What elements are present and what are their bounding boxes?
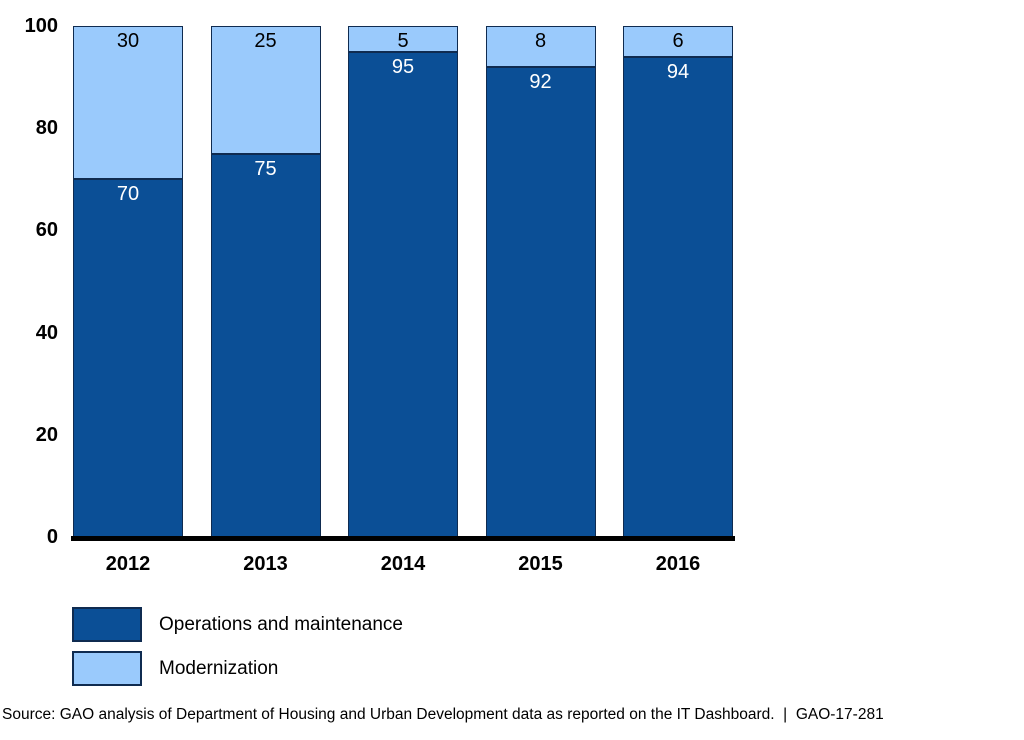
bar-value-label: 94	[666, 60, 690, 83]
legend: Operations and maintenance Modernization	[72, 607, 403, 695]
y-axis-tick-label: 20	[35, 423, 58, 446]
bar-segment-modernization: 30	[73, 26, 183, 180]
bar-segment-operations-and-maintenance: 95	[348, 51, 458, 537]
legend-entry: Modernization	[72, 651, 403, 686]
bar-value-label: 95	[391, 55, 415, 78]
y-axis-tick-label: 100	[24, 15, 58, 37]
x-axis-category-label: 2012	[105, 553, 151, 575]
y-axis-tick-label: 40	[35, 321, 58, 344]
bar-value-label: 25	[254, 30, 277, 52]
bar-value-label: 30	[116, 30, 140, 52]
bar-segment-operations-and-maintenance: 94	[623, 56, 733, 537]
bar-segment-operations-and-maintenance: 75	[210, 153, 321, 537]
legend-label: Operations and maintenance	[159, 613, 403, 635]
bar-value-label: 92	[529, 70, 552, 93]
y-axis-tick-label: 60	[35, 219, 58, 242]
x-axis-category-label: 2016	[655, 553, 701, 575]
bar-segment-modernization: 25	[210, 26, 321, 154]
bar-value-label: 75	[254, 157, 277, 180]
x-axis-line	[71, 536, 735, 541]
bar-value-label: 6	[672, 30, 684, 52]
legend-entry: Operations and maintenance	[72, 607, 403, 642]
bar-segment-operations-and-maintenance: 92	[485, 66, 596, 537]
bar-segment-modernization: 6	[623, 26, 733, 57]
source-note: Source: GAO analysis of Department of Ho…	[2, 706, 884, 723]
x-axis-category-label: 2014	[380, 553, 426, 575]
y-axis-tick-label: 0	[46, 526, 58, 548]
bar-value-label: 5	[397, 30, 409, 52]
legend-label: Modernization	[159, 657, 279, 679]
bar-segment-modernization: 8	[485, 26, 596, 67]
bar-value-label: 70	[116, 183, 140, 206]
x-axis-category-label: 2013	[243, 553, 288, 575]
legend-swatch	[72, 651, 142, 686]
x-axis-category-label: 2015	[518, 553, 563, 575]
legend-swatch	[72, 607, 142, 642]
bar-segment-modernization: 5	[348, 26, 458, 52]
bar-segment-operations-and-maintenance: 70	[73, 179, 183, 537]
bar-value-label: 8	[534, 30, 547, 52]
y-axis-tick-label: 80	[35, 117, 58, 140]
